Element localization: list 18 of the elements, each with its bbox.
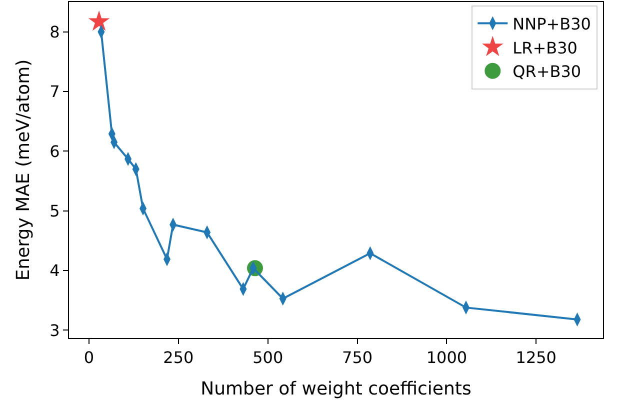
x-tick-label: 750 <box>342 348 373 368</box>
legend-label: QR+B30 <box>512 62 582 82</box>
y-tick-label: 6 <box>50 142 60 161</box>
y-tick-label: 7 <box>50 82 60 102</box>
x-tick-label: 500 <box>252 348 284 368</box>
x-tick-label: 1000 <box>426 348 468 368</box>
point <box>88 10 110 31</box>
y-tick-label: 5 <box>50 201 60 220</box>
x-tick-label: 250 <box>163 348 194 368</box>
y-tick-label: 8 <box>50 22 60 42</box>
legend-label: NNP+B30 <box>512 14 591 34</box>
x-tick-label: 1250 <box>516 348 556 368</box>
legend-label: LR+B30 <box>512 38 578 58</box>
x-tick-label: 0 <box>84 348 94 368</box>
y-tick-label: 3 <box>50 320 60 340</box>
y-axis-title: Energy MAE (meV/atom) <box>12 59 34 281</box>
x-axis-title: Number of weight coefficients <box>200 378 472 400</box>
y-tick-label: 4 <box>50 261 60 280</box>
